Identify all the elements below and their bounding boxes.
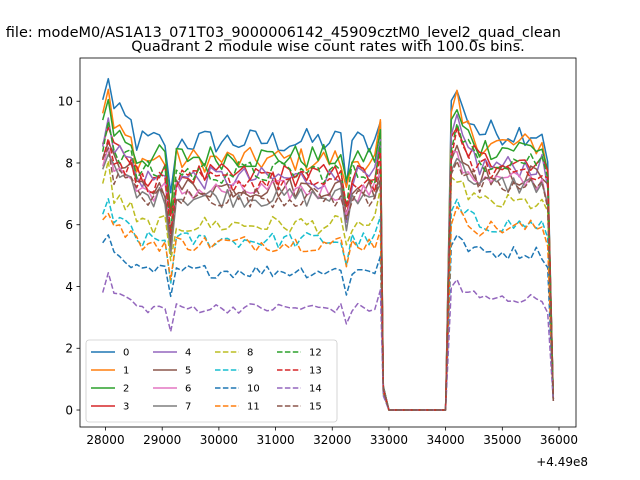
x-tick-label: 32000 xyxy=(313,433,351,447)
legend-label-10: 10 xyxy=(247,384,260,395)
series-line-13 xyxy=(101,127,555,411)
x-tick-label: 31000 xyxy=(256,433,294,447)
legend-frame xyxy=(85,339,338,423)
series-line-8 xyxy=(101,160,555,411)
legend-label-11: 11 xyxy=(247,402,260,413)
legend-label-5: 5 xyxy=(185,366,191,377)
legend-label-12: 12 xyxy=(309,348,322,359)
legend-label-13: 13 xyxy=(309,366,322,377)
x-tick-label: 33000 xyxy=(370,433,408,447)
x-tick-label: 28000 xyxy=(86,433,124,447)
legend-label-0: 0 xyxy=(123,348,129,359)
x-tick-label: 36000 xyxy=(540,433,578,447)
chart-title: Quadrant 2 module wise count rates with … xyxy=(131,39,525,55)
x-tick-label: 29000 xyxy=(143,433,181,447)
legend-label-14: 14 xyxy=(309,384,322,395)
x-tick-label: 34000 xyxy=(427,433,465,447)
legend-label-15: 15 xyxy=(309,402,322,413)
series-line-10 xyxy=(102,234,555,411)
series-line-3 xyxy=(101,126,555,411)
y-tick-label: 8 xyxy=(65,156,73,170)
legend-label-8: 8 xyxy=(247,348,253,359)
legend-label-2: 2 xyxy=(123,384,129,395)
x-tick-label: 30000 xyxy=(200,433,238,447)
series-layer xyxy=(101,77,555,411)
legend-label-4: 4 xyxy=(185,348,191,359)
figure-suptitle: n file: modeM0/AS1A13_071T03_9000006142_… xyxy=(0,25,561,41)
axes-frame xyxy=(79,57,577,428)
series-line-15 xyxy=(102,147,555,411)
y-tick-label: 4 xyxy=(65,280,73,294)
y-tick-label: 6 xyxy=(65,218,73,232)
legend-label-3: 3 xyxy=(123,402,129,413)
legend-label-9: 9 xyxy=(247,366,253,377)
x-offset-label: +4.49e8 xyxy=(536,455,588,469)
series-line-14 xyxy=(101,272,555,411)
x-tick-label: 35000 xyxy=(483,433,521,447)
y-tick-label: 2 xyxy=(65,342,73,356)
series-line-11 xyxy=(102,205,555,411)
legend-label-6: 6 xyxy=(185,384,191,395)
axes-layer: 28000 29000 30000 31000 32000 33000 34000 35000… xyxy=(58,57,578,447)
legend-label-1: 1 xyxy=(123,366,129,377)
y-tick-label: 10 xyxy=(58,95,73,109)
legend-label-7: 7 xyxy=(185,402,191,413)
series-line-5 xyxy=(101,141,555,411)
y-tick-label: 0 xyxy=(65,403,73,417)
series-line-0 xyxy=(101,77,555,411)
